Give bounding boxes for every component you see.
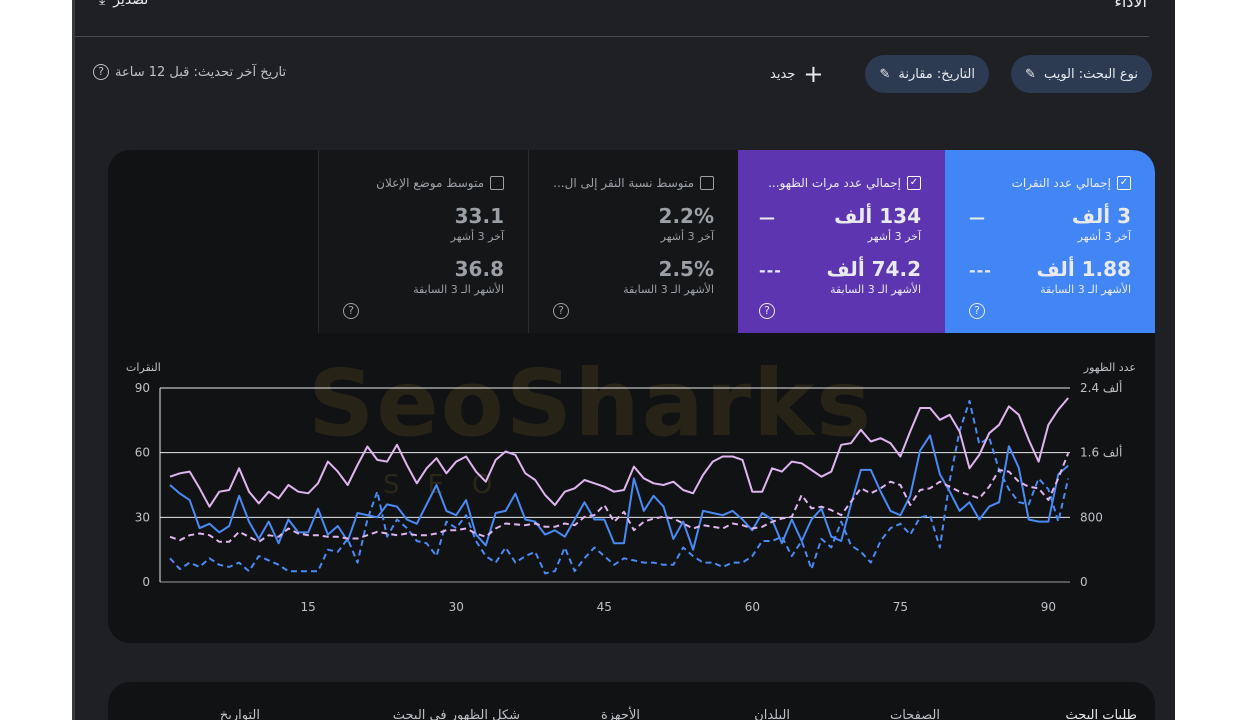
tab-countries[interactable]: البلدان: [754, 708, 790, 720]
metric-label: إجمالي عدد النقرات: [1011, 176, 1111, 190]
checkbox-icon[interactable]: [700, 176, 714, 190]
solid-line-legend-icon: —: [969, 208, 986, 227]
metric-tile-ctr[interactable]: متوسط نسبة النقر إلى ال... 2.2% آخر 3 أشه…: [528, 150, 738, 333]
divider: [75, 36, 1149, 37]
dashed-line-legend-icon: ---: [969, 261, 992, 280]
filter-chip-date[interactable]: التاريخ: مقارنة ✎: [865, 55, 989, 93]
metric-label: إجمالي عدد مرات الظهو...: [768, 176, 901, 190]
tab-search-appearance[interactable]: شكل الظهور في البحث: [392, 708, 520, 720]
chip-label: نوع البحث: الويب: [1043, 66, 1138, 82]
tab-dates[interactable]: التواريخ: [219, 708, 260, 720]
x-axis-tick: 45: [597, 600, 612, 614]
dashed-line-legend-icon: ---: [759, 261, 782, 280]
metric-label: متوسط موضع الإعلان: [376, 176, 484, 190]
right-axis-tick: 800: [1080, 510, 1103, 524]
filter-chip-search-type[interactable]: نوع البحث: الويب ✎: [1011, 55, 1152, 93]
metric-current-value: 134 ألف: [834, 204, 921, 228]
metric-current-period: آخر 3 أشهر: [1077, 230, 1131, 243]
export-label: تصدير: [113, 0, 149, 8]
new-label: جديد: [770, 66, 796, 82]
metric-label: متوسط نسبة النقر إلى ال...: [553, 176, 694, 190]
right-axis-label: عدد الظهور: [1083, 361, 1136, 374]
checkbox-icon[interactable]: [490, 176, 504, 190]
chip-label: التاريخ: مقارنة: [898, 66, 975, 82]
pencil-icon: ✎: [1025, 66, 1036, 82]
checkbox-checked-icon[interactable]: ✓: [907, 176, 921, 190]
metric-current-value: 33.1: [454, 204, 504, 228]
metric-previous-period: الأشهر الـ 3 السابقة: [830, 283, 921, 296]
last-updated: تاريخ آخر تحديث: قبل 12 ساعة ?: [93, 64, 286, 80]
metric-previous-period: الأشهر الـ 3 السابقة: [413, 283, 504, 296]
watermark-sub: SEO: [383, 470, 521, 500]
plus-icon: +: [803, 60, 824, 88]
tab-devices[interactable]: الأجهزة: [600, 708, 640, 720]
metric-current-period: آخر 3 أشهر: [660, 230, 714, 243]
metric-tile-position[interactable]: متوسط موضع الإعلان 33.1 آخر 3 أشهر 36.8 ال…: [318, 150, 528, 333]
metric-previous-value: 36.8: [454, 257, 504, 281]
metric-current-value: 2.2%: [658, 204, 714, 228]
right-axis-tick: 2.4 ألف: [1080, 380, 1122, 395]
left-axis-tick: 30: [135, 510, 150, 524]
performance-page: الأداء ⤓ تصدير نوع البحث: الويب ✎ التاري…: [72, 0, 1175, 720]
performance-chart: النقرات عدد الظهور 0 0 30 800 60 1.6 ألف 90 2.4…: [126, 361, 1136, 614]
metric-tile-clicks[interactable]: ✓ إجمالي عدد النقرات 3 ألف آخر 3 أشهر — 1.8…: [945, 150, 1155, 333]
metric-previous-value: 2.5%: [658, 257, 714, 281]
last-updated-text: تاريخ آخر تحديث: قبل 12 ساعة: [115, 64, 287, 80]
export-button[interactable]: ⤓ تصدير: [99, 0, 148, 8]
impressions-previous-line: [169, 452, 1070, 543]
metric-previous-period: الأشهر الـ 3 السابقة: [1040, 283, 1131, 296]
checkbox-checked-icon[interactable]: ✓: [1117, 176, 1131, 190]
right-axis-tick: 1.6 ألف: [1080, 445, 1122, 460]
performance-card: SeoSharks SEO ✓ إجمالي عدد النقرات 3 ألف آ…: [108, 150, 1155, 643]
new-filter-button[interactable]: + جديد: [770, 60, 823, 88]
impressions-current-line: [169, 397, 1069, 508]
help-icon[interactable]: ?: [969, 303, 985, 319]
right-axis-tick: 0: [1080, 575, 1088, 589]
watermark-logo: SeoSharks: [308, 350, 874, 457]
metric-previous-period: الأشهر الـ 3 السابقة: [623, 283, 714, 296]
metric-current-value: 3 ألف: [1071, 204, 1131, 228]
download-icon: ⤓: [99, 0, 106, 8]
solid-line-legend-icon: —: [759, 208, 776, 227]
pencil-icon: ✎: [879, 66, 891, 82]
help-icon[interactable]: ?: [343, 303, 359, 319]
dimension-tabs: طلبات البحث الصفحات البلدان الأجهزة شكل …: [108, 682, 1155, 720]
left-axis-tick: 0: [142, 575, 150, 589]
clicks-current-line: [169, 434, 1069, 551]
help-icon[interactable]: ?: [553, 303, 569, 319]
left-axis-label: النقرات: [126, 361, 161, 374]
help-icon[interactable]: ?: [759, 303, 775, 319]
x-axis-tick: 30: [449, 600, 464, 614]
tab-pages[interactable]: الصفحات: [889, 708, 940, 720]
metric-current-period: آخر 3 أشهر: [867, 230, 921, 243]
left-axis-tick: 60: [135, 446, 150, 460]
metric-previous-value: 1.88 ألف: [1036, 257, 1131, 281]
x-axis-tick: 90: [1041, 600, 1056, 614]
page-title: الأداء: [1114, 0, 1147, 11]
clicks-previous-line: [169, 399, 1070, 575]
tab-queries[interactable]: طلبات البحث: [1065, 708, 1137, 720]
x-axis-tick: 75: [893, 600, 908, 614]
metric-previous-value: 74.2 ألف: [826, 257, 921, 281]
left-axis-tick: 90: [135, 381, 150, 395]
x-axis-tick: 60: [745, 600, 760, 614]
metric-current-period: آخر 3 أشهر: [450, 230, 504, 243]
help-icon[interactable]: ?: [93, 64, 109, 80]
x-axis-tick: 15: [301, 600, 316, 614]
metric-tile-impressions[interactable]: ✓ إجمالي عدد مرات الظهو... 134 ألف آخر 3 أ…: [735, 150, 945, 333]
